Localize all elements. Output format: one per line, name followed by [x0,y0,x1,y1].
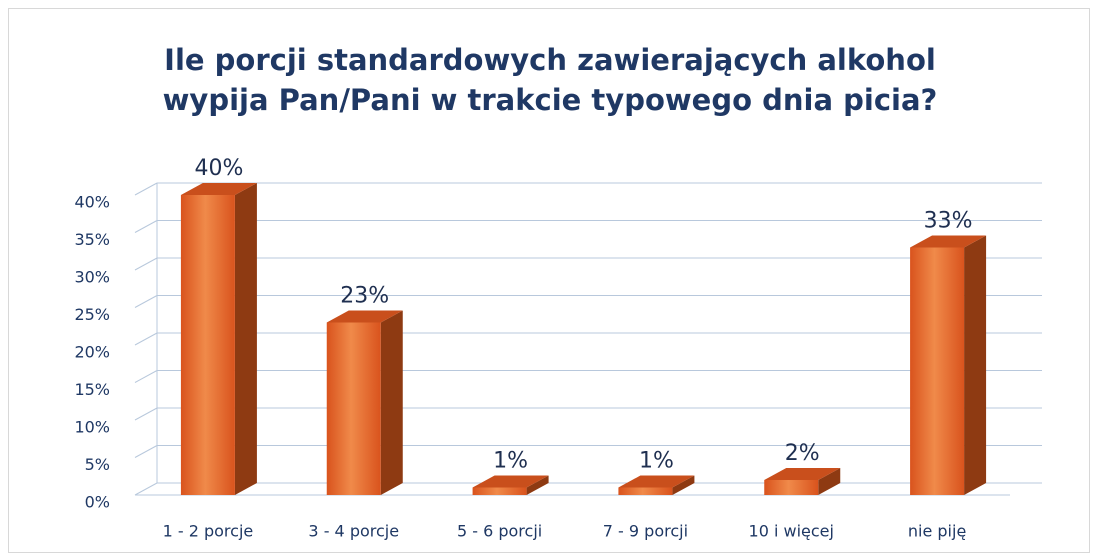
y-tick-label: 35% [74,230,110,249]
grid-depth [134,257,158,271]
bar-top [472,475,549,488]
grid-depth [134,182,158,196]
bar [180,183,257,495]
value-label: 33% [924,209,973,234]
bar-top [326,310,403,323]
value-label: 23% [340,284,389,309]
grid-depth [134,332,158,346]
chart-title: Ile porcji standardowych zawierających a… [162,43,938,117]
x-tick-label: 10 i więcej [749,522,834,541]
y-tick-label: 5% [85,455,110,474]
bar-front [618,487,673,495]
grid-depth [134,407,158,421]
y-tick-label: 15% [74,380,110,399]
y-tick-label: 10% [74,418,110,437]
x-tick-label: 3 - 4 porcje [308,522,399,541]
bar [326,310,403,495]
bar-front [764,480,819,495]
bar-top [180,183,257,195]
bar-side [380,310,403,495]
value-label: 1% [493,449,528,474]
bar-front [910,247,965,495]
grid-depth [134,482,158,496]
value-label: 1% [639,449,674,474]
bar-side [234,183,257,495]
bar [618,475,695,495]
grid-depth [134,295,158,308]
y-tick-label: 30% [74,268,110,287]
value-label: 40% [194,156,243,181]
bar-side [672,475,695,495]
y-tick-label: 20% [74,343,110,362]
bar-side [964,235,987,495]
bar [910,235,987,495]
bar [764,468,841,495]
bar-front [180,195,235,495]
bar-front [326,322,381,495]
chart-frame [8,8,1090,553]
grid-depth [134,445,158,458]
bar-front [472,487,527,495]
bar-side [818,468,841,495]
x-tick-label: nie piję [908,522,966,541]
y-tick-label: 25% [74,305,110,324]
grid-depth [134,220,158,233]
bar-side [526,475,549,495]
x-tick-label: 5 - 6 porcji [457,522,542,541]
bar-top [910,235,987,248]
bar-top [618,475,695,488]
bar-top [764,468,841,480]
value-label: 2% [785,441,820,466]
y-tick-label: 0% [85,493,110,512]
y-tick-label: 40% [74,193,110,212]
x-tick-label: 7 - 9 porcji [603,522,688,541]
grid-depth [134,370,158,383]
bar [472,475,549,495]
x-tick-label: 1 - 2 porcje [163,522,254,541]
